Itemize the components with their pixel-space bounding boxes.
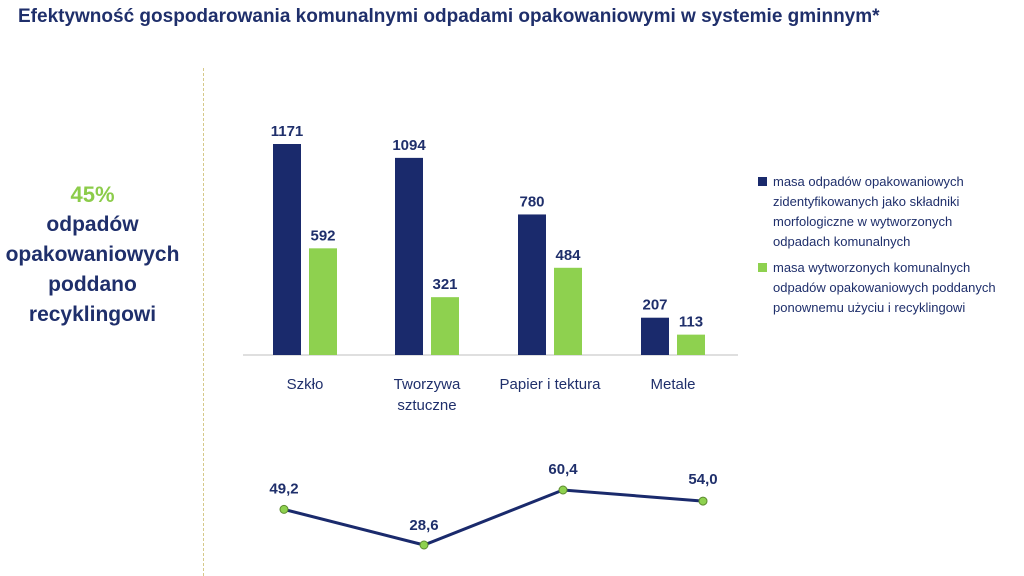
bar-identified [518,214,546,355]
line-point [419,540,429,550]
legend: masa odpadów opakowaniowych zidentyfikow… [758,172,1008,324]
bar-value-label: 1094 [392,137,426,154]
dashed-divider [203,68,204,576]
recycling-stat: 45% odpadów opakowaniowych poddano recyk… [0,180,185,330]
line-value-label: 60,4 [548,461,578,478]
bar-identified [395,157,423,355]
line-point [558,485,568,495]
line-value-label: 54,0 [688,471,717,488]
bar-value-label: 780 [519,193,544,210]
legend-label: masa odpadów opakowaniowych zidentyfikow… [773,174,964,249]
bar-value-label: 113 [679,314,703,331]
category-label: Metale [650,376,695,393]
stat-line: odpadów [46,213,139,236]
legend-swatch-dark-icon [758,177,767,186]
category-label: Papier i tektura [500,376,602,393]
bar-recycled [677,334,705,355]
stat-text: odpadów opakowaniowych poddano recykling… [0,210,185,330]
bar-value-label: 1171 [271,123,304,140]
bar-chart: 1171 1094 780 207 592 321 484 113 Szkło Tworzywa s… [243,123,738,414]
category-label: sztuczne [397,397,456,414]
bar-recycled [554,267,582,355]
bar-identified [641,317,669,355]
legend-item-recycled: masa wytworzonych komunalnych odpadów op… [758,258,1008,318]
bar-value-label: 484 [555,247,581,264]
line-chart: 49,2 28,6 60,4 54,0 [269,461,718,550]
line-value-label: 49,2 [269,480,298,497]
stat-line: poddano [48,273,137,296]
legend-item-identified: masa odpadów opakowaniowych zidentyfikow… [758,172,1008,252]
line-value-label: 28,6 [409,517,438,534]
recycling-rate-line [283,488,704,547]
line-point [698,496,708,506]
legend-label: masa wytworzonych komunalnych odpadów op… [773,260,996,315]
page-title: Efektywność gospodarowania komunalnymi o… [18,6,880,27]
stat-line: recyklingowi [28,303,157,326]
stat-line: opakowaniowych [5,243,180,266]
bar-value-label: 592 [310,227,335,244]
bar-value-label: 207 [642,297,667,314]
stat-percent: 45% [70,182,115,207]
bar-recycled [309,248,337,355]
legend-swatch-green-icon [758,263,767,272]
line-point [279,504,289,514]
category-label: Szkło [287,376,324,393]
bar-identified [273,144,301,355]
bar-value-label: 321 [432,276,457,293]
category-label: Tworzywa [394,376,461,393]
bar-recycled [431,297,459,355]
